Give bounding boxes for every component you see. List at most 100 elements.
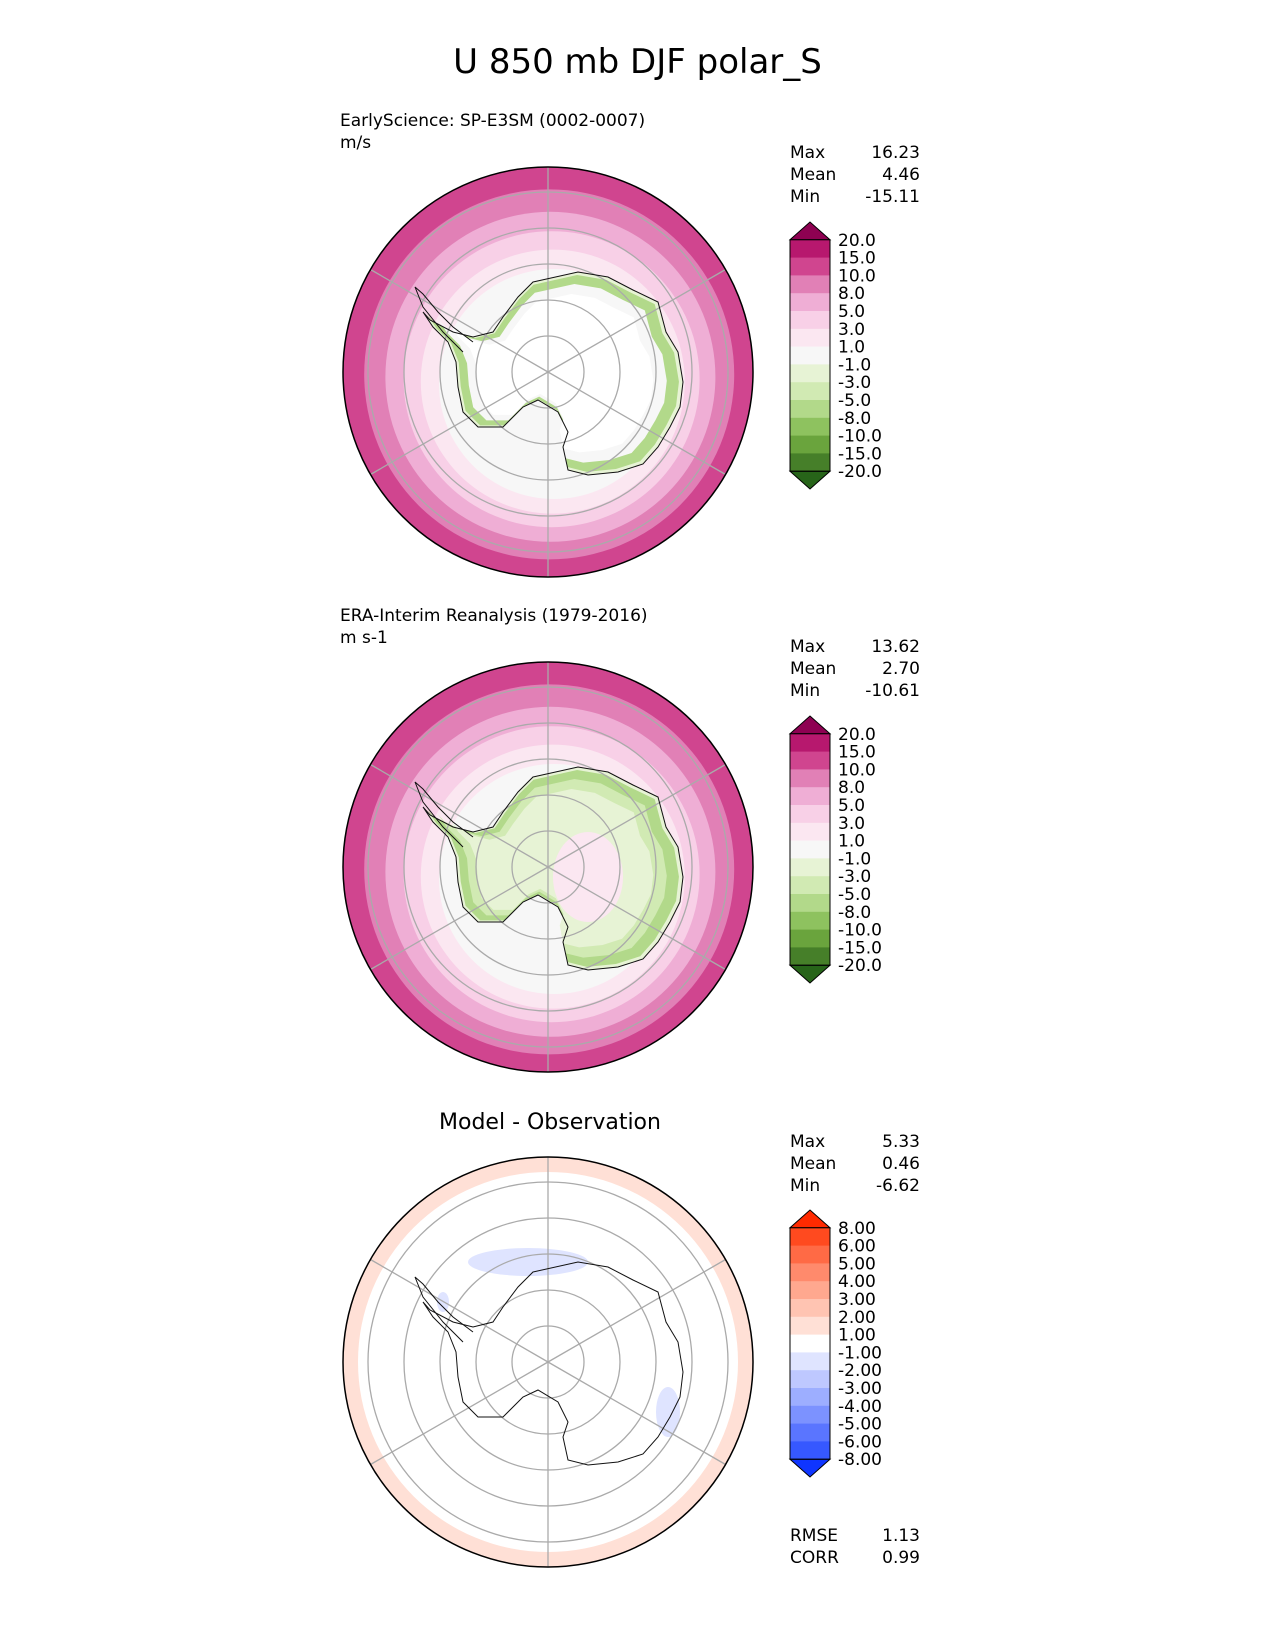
stat-value: 16.23 <box>871 143 920 163</box>
colorbar-tick-label: -1.0 <box>838 355 871 375</box>
colorbar-tick-label: -10.0 <box>838 921 882 941</box>
colorbar-segment <box>790 400 830 419</box>
colorbar-segment <box>790 382 830 401</box>
colorbar-tick-label: 8.00 <box>838 1219 876 1239</box>
colorbar-tick-label: -4.00 <box>838 1397 882 1417</box>
meridian-line <box>547 371 726 476</box>
colorbar-extend-max <box>788 221 832 241</box>
colorbar-tick-label: 15.0 <box>838 249 876 269</box>
colorbar-segment <box>790 346 830 365</box>
colorbar-segment <box>790 239 830 259</box>
map-boundary <box>342 166 754 578</box>
panel1-dataset-label: EarlyScience: SP-E3SM (0002-0007) <box>340 111 646 131</box>
colorbar-extend-max <box>788 715 832 735</box>
colorbar-segment <box>790 1388 830 1407</box>
colorbar-frame <box>789 733 831 966</box>
colorbar-extend-min <box>788 470 832 490</box>
meridian-line <box>370 1361 549 1466</box>
colorbar-segment <box>790 929 830 948</box>
stat-label: Max <box>790 1132 826 1152</box>
stat-value: 2.70 <box>882 659 920 679</box>
colorbar-segment <box>790 275 830 294</box>
map-boundary <box>342 1156 754 1568</box>
colorbar-tick-label: 20.0 <box>838 231 876 251</box>
panel2-dataset-label: ERA-Interim Reanalysis (1979-2016) <box>340 606 648 626</box>
panel3-metrics: RMSE 1.13 CORR 0.99 <box>790 1525 920 1569</box>
negative-anomaly <box>656 1387 680 1437</box>
coastline <box>422 766 684 971</box>
continent-band <box>450 294 654 453</box>
meridian-line <box>370 268 549 373</box>
peninsula-coastline <box>414 781 474 848</box>
polar-map-3: 8.006.005.004.003.002.001.00-1.00-2.00-3… <box>342 1156 882 1568</box>
meridian-line <box>547 1361 726 1466</box>
polar-map-2: 20.015.010.08.05.03.01.0-1.0-3.0-5.0-8.0… <box>342 661 882 1073</box>
meridian-line <box>547 763 726 868</box>
colorbar-tick-label: 3.0 <box>838 320 865 340</box>
colorbar-tick-label: 2.00 <box>838 1308 876 1328</box>
figure-title: U 850 mb DJF polar_S <box>453 42 822 82</box>
metric-label: CORR <box>790 1548 839 1568</box>
graticule <box>367 662 729 1072</box>
stat-value: 13.62 <box>871 637 920 657</box>
colorbar-segment <box>790 1281 830 1300</box>
colorbar-frame <box>789 239 831 472</box>
stat-label: Min <box>790 187 821 207</box>
panel1-units-label: m/s <box>340 133 372 153</box>
colorbar-segment <box>790 435 830 454</box>
meridian-line <box>370 1258 549 1363</box>
panel2-units-label: m s-1 <box>340 628 388 648</box>
colorbar-segment <box>790 911 830 931</box>
colorbar-segment <box>790 769 830 788</box>
colorbar-tick-label: 3.00 <box>838 1290 876 1310</box>
colorbar-3: 8.006.005.004.003.002.001.00-1.00-2.00-3… <box>788 1209 882 1478</box>
colorbar-segment <box>790 1370 830 1389</box>
colorbar-tick-label: 4.00 <box>838 1272 876 1292</box>
colorbar-extend-min <box>788 964 832 984</box>
peninsula-coastline <box>414 1276 474 1343</box>
map-boundary <box>342 661 754 1073</box>
stat-value: -6.62 <box>876 1176 920 1196</box>
colorbar-segment <box>790 858 830 877</box>
colorbar-tick-label: -3.0 <box>838 373 871 393</box>
colorbar-extend-max <box>788 1209 832 1229</box>
colorbar-tick-label: -20.0 <box>838 462 882 482</box>
colorbar-tick-label: 5.0 <box>838 302 865 322</box>
stat-value: -10.61 <box>865 681 920 701</box>
colorbar-tick-label: -1.00 <box>838 1343 882 1363</box>
colorbar-segment <box>790 453 830 472</box>
stat-label: Max <box>790 637 826 657</box>
colorbar-1: 20.015.010.08.05.03.01.0-1.0-3.0-5.0-8.0… <box>788 221 882 490</box>
colorbar-tick-label: -8.0 <box>838 409 871 429</box>
colorbar-segment <box>790 840 830 859</box>
panel1-stats: Max 16.23 Mean 4.46 Min -15.11 <box>790 142 920 208</box>
colorbar-tick-label: -10.0 <box>838 427 882 447</box>
panel2-stats: Max 13.62 Mean 2.70 Min -10.61 <box>790 636 920 702</box>
colorbar-segment <box>790 1405 830 1425</box>
stat-label: Min <box>790 1176 821 1196</box>
colorbar-2: 20.015.010.08.05.03.01.0-1.0-3.0-5.0-8.0… <box>788 715 882 984</box>
colorbar-segment <box>790 328 830 348</box>
colorbar-segment <box>790 1227 830 1247</box>
colorbar-segment <box>790 1441 830 1460</box>
colorbar-tick-label: -5.00 <box>838 1415 882 1435</box>
meridian-line <box>547 1258 726 1363</box>
colorbar-tick-label: 1.00 <box>838 1326 876 1346</box>
colorbar-extend-min <box>788 1458 832 1478</box>
colorbar-segment <box>790 364 830 383</box>
coastline <box>422 271 684 476</box>
negative-anomaly <box>468 1248 588 1276</box>
colorbar-segment <box>790 1263 830 1282</box>
colorbar-segment <box>790 1334 830 1353</box>
interior-anomaly <box>553 832 623 922</box>
panel1-title: EarlyScience: SP-E3SM (0002-0007) m/s <box>340 110 645 154</box>
meridian-line <box>370 866 549 971</box>
colorbar-tick-label: -8.00 <box>838 1450 882 1470</box>
metric-value: 0.99 <box>882 1548 920 1568</box>
colorbar-segment <box>790 311 830 330</box>
colorbar-tick-label: -15.0 <box>838 444 882 464</box>
metric-value: 1.13 <box>882 1526 920 1546</box>
meridian-line <box>547 268 726 373</box>
colorbar-tick-label: -6.00 <box>838 1432 882 1452</box>
stat-value: -15.11 <box>865 187 920 207</box>
